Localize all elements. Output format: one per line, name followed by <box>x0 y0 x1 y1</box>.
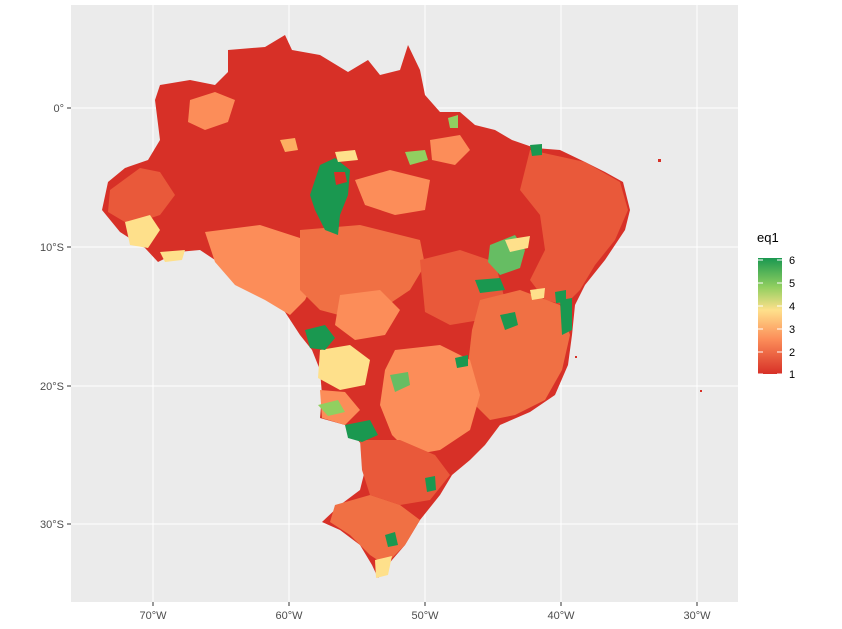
y-tick-label: 30°S <box>40 519 64 531</box>
region-highlights <box>160 115 572 578</box>
x-tick-label: 50°W <box>411 610 439 622</box>
x-tick-label: 60°W <box>275 610 303 622</box>
island-3 <box>575 356 577 358</box>
island-1 <box>658 159 661 162</box>
x-axis-labels: 70°W 60°W 50°W 40°W 30°W <box>139 610 711 622</box>
legend: eq1 6 5 4 3 2 1 <box>757 230 795 381</box>
legend-label: 1 <box>789 369 795 381</box>
x-tick-label: 40°W <box>547 610 575 622</box>
legend-label: 6 <box>789 255 795 267</box>
legend-title: eq1 <box>757 230 779 245</box>
y-axis-labels: 0° 10°S 20°S 30°S <box>40 103 64 531</box>
legend-label: 3 <box>789 324 795 336</box>
x-tick-label: 30°W <box>683 610 711 622</box>
y-tick-label: 10°S <box>40 242 64 254</box>
legend-label: 2 <box>789 347 795 359</box>
y-tick-label: 0° <box>53 103 64 115</box>
x-tick-label: 70°W <box>139 610 167 622</box>
island-2 <box>700 390 702 392</box>
y-tick-label: 20°S <box>40 381 64 393</box>
axis-ticks <box>67 107 698 606</box>
legend-label: 5 <box>789 278 795 290</box>
legend-colorbar <box>758 258 782 374</box>
legend-label: 4 <box>789 301 795 313</box>
